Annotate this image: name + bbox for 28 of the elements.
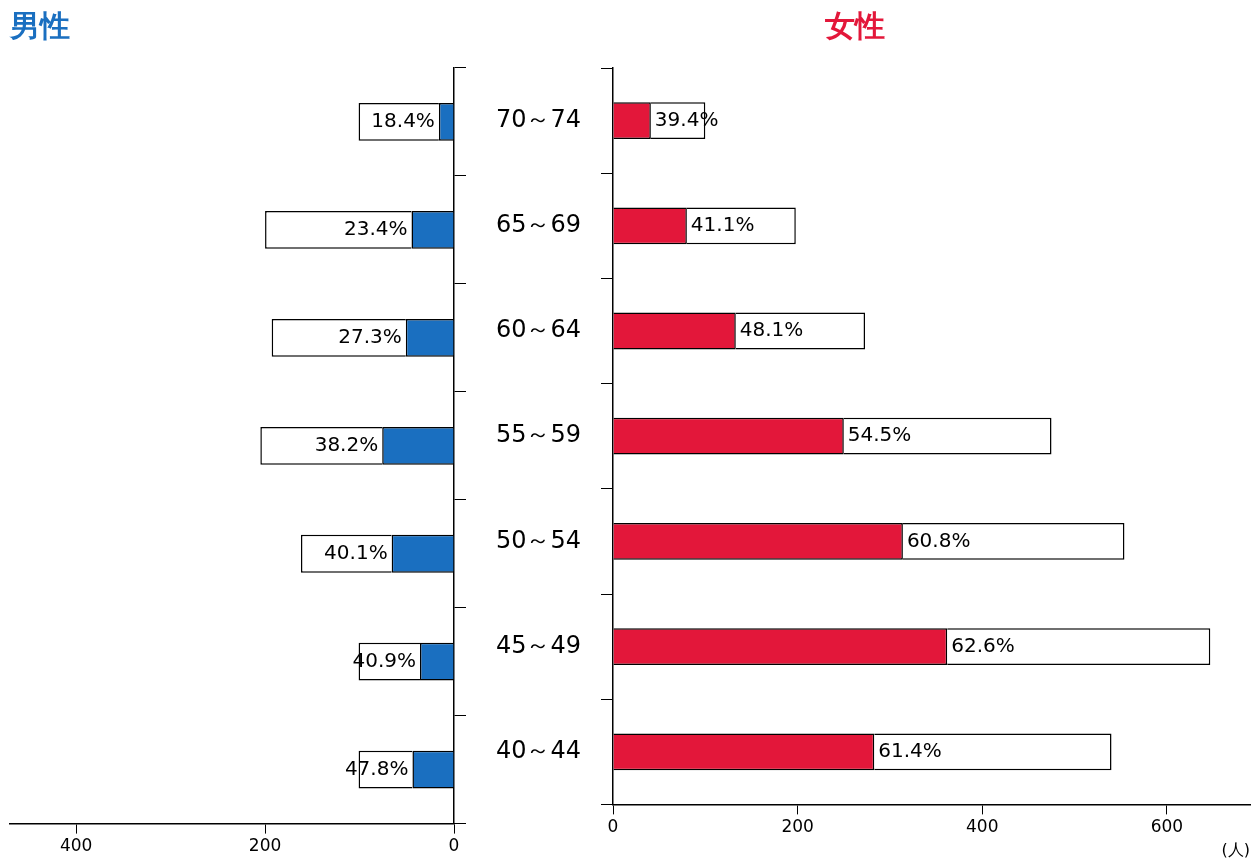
x-tick-label: 400 — [59, 835, 93, 856]
y-tick-label: 70～74 — [495, 104, 581, 133]
y-tick-label: 55～59 — [495, 420, 581, 449]
chart-title: 女性 — [824, 7, 885, 43]
annotation: 61.4% — [878, 738, 942, 762]
annotation: 27.3% — [338, 324, 402, 349]
y-tick-label: 65～69 — [495, 210, 581, 239]
annotation: 60.8% — [906, 527, 971, 552]
x-tick-label: 400 — [966, 816, 999, 837]
y-tick-label: 50～54 — [495, 525, 581, 554]
annotation: 48.1% — [739, 317, 804, 342]
x-tick-label: 200 — [248, 835, 282, 856]
x-tick-label: 0 — [607, 816, 619, 837]
annotation: 62.6% — [951, 632, 1015, 657]
x-tick-label: 200 — [781, 816, 814, 837]
x-tick-label: 600 — [1150, 816, 1184, 837]
x-axis-title: (人) — [1221, 839, 1250, 859]
y-tick-label: 40～44 — [495, 736, 581, 765]
annotation: 40.1% — [324, 539, 388, 564]
annotation: 54.5% — [847, 422, 912, 447]
annotation: 18.4% — [371, 108, 435, 133]
annotation: 41.1% — [690, 212, 755, 236]
annotation: 23.4% — [343, 216, 408, 241]
y-tick-label: 45～49 — [495, 630, 581, 659]
annotation: 38.2% — [314, 432, 379, 456]
chart-title: 男性 — [9, 7, 70, 43]
x-tick-label: 0 — [448, 835, 460, 856]
y-tick-label: 60～64 — [495, 315, 581, 344]
